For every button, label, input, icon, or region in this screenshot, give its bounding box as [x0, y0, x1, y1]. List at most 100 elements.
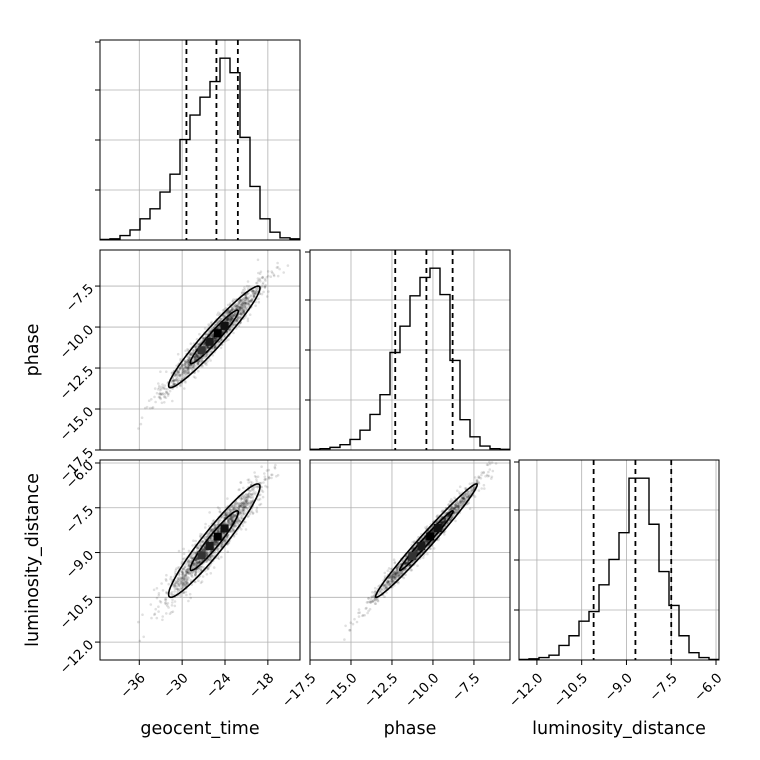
scatter-point: [238, 298, 242, 302]
scatter-point: [209, 556, 212, 559]
scatter-point: [232, 315, 236, 318]
scatter-point: [154, 607, 157, 611]
scatter-point: [242, 310, 245, 314]
scatter-point: [182, 369, 185, 373]
scatter-point: [482, 470, 486, 474]
scatter-point: [251, 292, 255, 295]
scatter-point: [234, 504, 237, 508]
scatter-point: [186, 366, 190, 369]
scatter-point: [176, 577, 180, 580]
scatter-point: [211, 335, 214, 338]
scatter-point: [179, 376, 182, 379]
scatter-point: [153, 387, 157, 390]
scatter-point: [228, 311, 232, 314]
scatter-point: [215, 344, 218, 348]
scatter-point: [203, 356, 206, 360]
scatter-point: [205, 353, 209, 356]
scatter-point: [187, 368, 190, 372]
scatter-point: [238, 305, 241, 309]
scatter-point: [191, 556, 194, 559]
scatter-point: [181, 364, 184, 368]
scatter-point: [442, 520, 446, 524]
scatter-point: [182, 591, 186, 595]
scatter-point: [239, 499, 243, 502]
scatter-point: [249, 501, 253, 505]
scatter-point: [244, 298, 248, 302]
scatter-point: [276, 473, 280, 477]
scatter-point: [198, 354, 202, 357]
scatter-point: [190, 571, 193, 575]
scatter-point: [226, 311, 229, 315]
scatter-point: [263, 478, 267, 481]
scatter-point: [184, 372, 187, 376]
scatter-point: [189, 367, 193, 370]
scatter-point: [157, 610, 160, 613]
scatter-point: [203, 546, 206, 550]
scatter-point: [158, 396, 161, 399]
scatter-point: [187, 568, 190, 571]
scatter-point: [243, 507, 246, 510]
scatter-point: [240, 303, 243, 307]
scatter-point: [238, 305, 242, 309]
scatter-point: [487, 470, 490, 474]
scatter-point: [176, 377, 179, 380]
scatter-point: [160, 401, 164, 405]
scatter-point: [213, 340, 216, 343]
scatter-point: [242, 506, 245, 510]
scatter-point: [261, 490, 265, 494]
scatter-point: [218, 529, 221, 533]
scatter-point: [196, 361, 199, 364]
scatter-point: [187, 571, 190, 574]
scatter-point: [242, 309, 245, 312]
scatter-point: [238, 308, 242, 312]
scatter-point: [191, 348, 195, 352]
scatter-point: [175, 372, 178, 376]
scatter-point: [166, 392, 170, 396]
scatter-point: [230, 514, 234, 518]
scatter-point: [253, 471, 256, 474]
scatter-point: [205, 551, 209, 555]
scatter-point: [240, 503, 244, 506]
scatter-point: [194, 551, 197, 555]
scatter-point: [242, 311, 245, 314]
scatter-point: [251, 493, 255, 496]
scatter-point: [180, 570, 183, 573]
scatter-point: [440, 521, 444, 525]
scatter-point: [395, 571, 399, 575]
scatter-point: [184, 360, 187, 364]
scatter-point: [216, 541, 219, 545]
scatter-point: [155, 587, 159, 590]
scatter-point: [210, 328, 213, 331]
scatter-point: [227, 311, 231, 314]
scatter-point: [214, 525, 217, 528]
scatter-point: [191, 570, 194, 574]
scatter-point: [206, 346, 209, 349]
scatter-point: [172, 379, 175, 383]
scatter-point: [184, 584, 187, 587]
scatter-point: [183, 359, 186, 363]
scatter-point: [187, 549, 191, 553]
scatter-point: [172, 382, 176, 385]
scatter-point: [205, 345, 208, 349]
scatter-point: [460, 502, 464, 505]
scatter-point: [198, 359, 202, 363]
scatter-point: [186, 363, 189, 367]
scatter-point: [193, 356, 197, 360]
scatter-point: [243, 505, 246, 508]
scatter-point: [209, 537, 213, 540]
scatter-point: [150, 398, 153, 401]
scatter-point: [184, 365, 187, 368]
scatter-point: [270, 270, 274, 273]
scatter-point: [188, 572, 191, 576]
scatter-point: [244, 496, 248, 499]
scatter-point: [287, 445, 290, 448]
scatter-point: [213, 542, 216, 545]
scatter-point: [246, 300, 250, 304]
scatter-point: [251, 495, 255, 499]
scatter-point: [185, 571, 189, 574]
scatter-point: [195, 357, 198, 360]
scatter-point: [217, 311, 220, 315]
scatter-point: [247, 299, 250, 302]
scatter-point: [189, 560, 192, 564]
scatter-point: [394, 571, 397, 575]
